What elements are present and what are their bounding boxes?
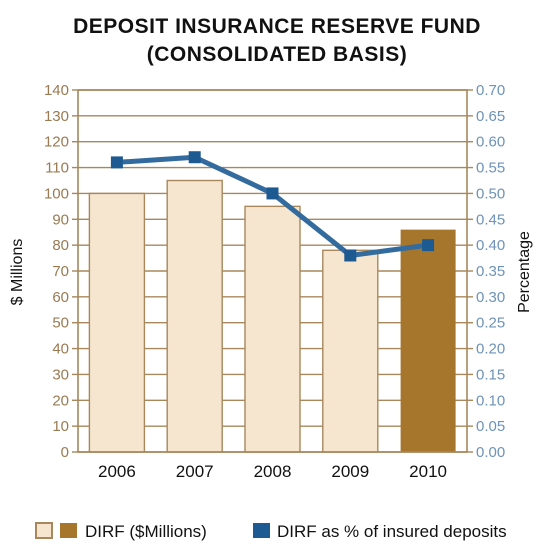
right-tick-label: 0.50 <box>476 185 505 202</box>
line-marker <box>344 249 357 262</box>
right-tick-label: 0.55 <box>476 160 505 177</box>
right-tick-label: 0.70 <box>476 82 505 99</box>
left-tick-label: 10 <box>52 418 69 435</box>
category-label: 2010 <box>409 462 447 481</box>
right-tick-label: 0.10 <box>476 392 505 409</box>
right-tick-label: 0.00 <box>476 444 505 461</box>
line-series <box>110 151 435 262</box>
line-marker <box>188 151 201 164</box>
category-label: 2006 <box>98 462 136 481</box>
bar <box>322 249 379 453</box>
left-tick-label: 120 <box>44 134 69 151</box>
left-tick-label: 50 <box>52 315 69 332</box>
category-label: 2009 <box>331 462 369 481</box>
bar <box>88 192 146 453</box>
left-tick-label: 140 <box>44 82 69 99</box>
line-marker <box>110 156 123 169</box>
right-tick-label: 0.45 <box>476 211 505 228</box>
left-tick-label: 30 <box>52 366 69 383</box>
left-tick-label: 40 <box>52 341 69 358</box>
bar <box>244 205 301 453</box>
category-label: 2008 <box>254 462 292 481</box>
left-axis-ticks: 0 10 20 30 40 50 60 70 80 90 100 110 120 130 140 <box>44 82 69 461</box>
left-tick-label: 90 <box>52 211 69 228</box>
left-tick-label: 60 <box>52 289 69 306</box>
left-tick-label: 80 <box>52 237 69 254</box>
left-tick-label: 110 <box>45 160 69 177</box>
right-tick-label: 0.05 <box>476 418 505 435</box>
right-tick-label: 0.30 <box>476 289 505 306</box>
left-tick-label: 20 <box>52 392 69 409</box>
right-tick-label: 0.65 <box>476 108 505 125</box>
right-tick-label: 0.20 <box>476 341 505 358</box>
right-tick-label: 0.25 <box>476 315 505 332</box>
chart-title-line1: DEPOSIT INSURANCE RESERVE FUND <box>73 15 481 38</box>
chart-title-line2: (CONSOLIDATED BASIS) <box>147 43 407 66</box>
bar <box>166 179 223 453</box>
left-tick-label: 130 <box>44 108 69 125</box>
category-label: 2007 <box>176 462 214 481</box>
right-tick-label: 0.60 <box>476 134 505 151</box>
y-axis-title-right: Percentage <box>516 231 533 313</box>
category-labels: 2006 2007 2008 2009 2010 <box>98 462 447 481</box>
line-marker <box>266 187 279 200</box>
y-axis-title-left: $ Millions <box>9 239 26 306</box>
bar-series <box>88 179 456 453</box>
legend-swatch-light <box>35 522 53 539</box>
right-axis-ticks: 0.00 0.05 0.10 0.15 0.20 0.25 0.30 0.35 0.40 0.45… <box>476 82 505 461</box>
plot-frame <box>72 89 473 453</box>
right-tick-label: 0.40 <box>476 237 505 254</box>
right-tick-label: 0.15 <box>476 366 505 383</box>
legend: DIRF ($Millions) DIRF as % of insured de… <box>35 522 507 541</box>
left-tick-label: 0 <box>61 444 69 461</box>
right-tick-label: 0.35 <box>476 263 505 280</box>
line-marker <box>422 239 435 252</box>
bar <box>400 229 456 452</box>
left-tick-label: 70 <box>52 263 69 280</box>
legend-swatch-line <box>253 523 270 538</box>
left-tick-label: 100 <box>44 185 69 202</box>
legend-label-ratio: DIRF as % of insured deposits <box>277 522 507 541</box>
legend-swatch-dark <box>60 523 77 538</box>
legend-label-dirf: DIRF ($Millions) <box>85 522 207 541</box>
